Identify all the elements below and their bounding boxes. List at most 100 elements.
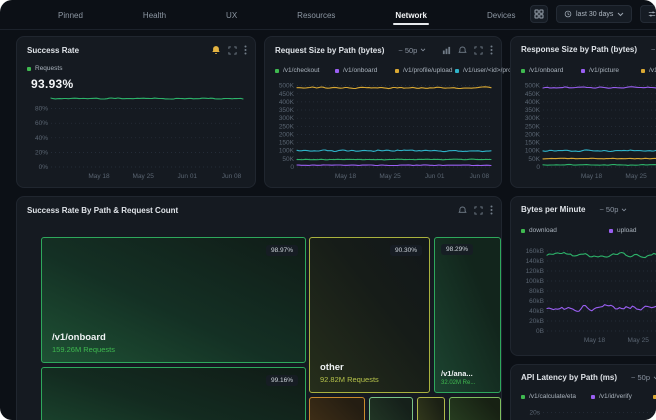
svg-text:50K: 50K <box>528 156 540 163</box>
legend-item[interactable]: /v1/onboard <box>521 67 575 74</box>
legend-item[interactable]: /v1/user/<id>/profile <box>455 67 509 74</box>
svg-text:120kB: 120kB <box>526 268 544 275</box>
response-size-chart[interactable]: 050K100K150K200K250K300K350K400K450K500K… <box>517 79 656 181</box>
legend-item-requests[interactable]: Requests <box>27 65 81 72</box>
filter-button[interactable]: Filter/Co <box>640 5 656 23</box>
svg-text:0: 0 <box>290 164 294 171</box>
aggregation-dropdown[interactable]: ~ 50p <box>631 373 656 382</box>
panel-title: Response Size by Path (bytes) <box>521 45 637 54</box>
aggregation-dropdown[interactable]: ~ 50p <box>599 205 627 214</box>
tile-requests: 159.26M Requests <box>52 345 115 354</box>
chevron-down-icon <box>621 208 627 212</box>
alert-bell-icon[interactable] <box>211 45 221 55</box>
time-range-label: last 30 days <box>576 11 613 18</box>
legend-item[interactable]: /v1/picture <box>581 67 635 74</box>
time-range-selector[interactable]: last 30 days <box>556 5 632 23</box>
treemap-tile-second[interactable]: 99.16% <box>41 367 306 420</box>
legend-item[interactable]: /v1/onboard <box>335 67 389 74</box>
svg-text:40%: 40% <box>35 135 48 142</box>
legend-label: Requests <box>35 65 62 72</box>
legend-item[interactable]: /v1/id/verify <box>591 393 645 400</box>
legend-dot <box>641 69 645 73</box>
svg-text:140kB: 140kB <box>526 258 544 265</box>
svg-text:May 25: May 25 <box>379 173 401 180</box>
api-latency-chart[interactable]: 20s <box>517 403 656 420</box>
legend-item[interactable]: /v1/checkout <box>275 67 329 74</box>
nav-actions: last 30 days Filter/Co <box>530 5 656 23</box>
svg-text:100K: 100K <box>279 148 295 155</box>
kebab-menu-icon[interactable] <box>490 205 493 215</box>
treemap-tile-v1-ana[interactable]: 98.29% /v1/ana... 32.02M Re... <box>434 237 501 393</box>
tab-health[interactable]: Health <box>143 1 166 29</box>
panel-title: API Latency by Path (ms) <box>521 373 617 382</box>
expand-icon[interactable] <box>474 206 483 215</box>
chart-type-icon[interactable] <box>442 46 451 55</box>
treemap-tile-v1-notifications[interactable]: /v1/notifi... <box>369 397 413 420</box>
panel-success-rate: Success Rate Requests <box>16 36 256 188</box>
svg-text:350K: 350K <box>279 107 295 114</box>
legend-label: download <box>529 227 557 234</box>
expand-icon[interactable] <box>228 46 237 55</box>
bell-icon[interactable] <box>458 206 467 215</box>
aggregation-dropdown[interactable]: ~ 50p <box>651 45 656 54</box>
svg-text:May 18: May 18 <box>584 337 606 344</box>
svg-text:60kB: 60kB <box>529 298 544 305</box>
legend-dot <box>521 229 525 233</box>
top-navigation: Pinned Health UX Resources Network Devic… <box>0 0 656 30</box>
clock-icon <box>564 10 572 18</box>
grid-layout-button[interactable] <box>530 5 548 23</box>
legend-label: /v1/prof <box>649 67 656 74</box>
tab-ux[interactable]: UX <box>226 1 237 29</box>
kebab-menu-icon[interactable] <box>490 45 493 55</box>
legend-dot <box>27 67 31 71</box>
chevron-down-icon <box>617 12 624 17</box>
svg-text:May 18: May 18 <box>335 173 357 180</box>
svg-text:Jun 08: Jun 08 <box>470 173 490 180</box>
treemap-tile-v1-onboard[interactable]: 98.97% /v1/onboard 159.26M Requests <box>41 237 306 363</box>
tile-requests: 92.82M Requests <box>320 375 379 384</box>
legend-label: /v1/onboard <box>529 67 563 74</box>
success-rate-chart[interactable]: 0%20%40%60%80%May 18May 25Jun 01Jun 08 <box>25 89 249 181</box>
panel-title: Success Rate <box>27 46 79 55</box>
legend-item[interactable]: /v1/prof <box>641 67 656 74</box>
aggregation-dropdown[interactable]: ~ 50p <box>398 46 426 55</box>
tab-pinned[interactable]: Pinned <box>58 1 83 29</box>
panel-bytes-per-minute: Bytes per Minute ~ 50p download upload 0… <box>510 196 656 356</box>
legend-dot <box>335 69 339 73</box>
legend-item[interactable]: /v1/profile/upload <box>395 67 449 74</box>
sliders-icon <box>648 10 656 18</box>
svg-text:80kB: 80kB <box>529 288 544 295</box>
success-badge: 98.29% <box>441 244 473 255</box>
legend-item-download[interactable]: download <box>521 227 575 234</box>
svg-text:Jun 01: Jun 01 <box>425 173 445 180</box>
svg-text:150K: 150K <box>279 140 295 147</box>
legend-item-upload[interactable]: upload <box>609 227 656 234</box>
bell-icon[interactable] <box>458 46 467 55</box>
svg-text:50K: 50K <box>282 156 294 163</box>
svg-text:May 18: May 18 <box>581 173 603 180</box>
tile-requests: 32.02M Re... <box>441 380 475 386</box>
svg-text:250K: 250K <box>525 123 541 130</box>
treemap-tile-small-1[interactable] <box>417 397 445 420</box>
tab-devices[interactable]: Devices <box>487 1 515 29</box>
tile-path: /v1/onboard <box>52 332 115 343</box>
svg-text:0: 0 <box>536 164 540 171</box>
tab-network[interactable]: Network <box>395 1 427 29</box>
treemap-tile-other[interactable]: 90.30% other 92.82M Requests <box>309 237 430 393</box>
legend-item[interactable]: /v1/calculate/eta <box>521 393 583 400</box>
bytes-per-minute-chart[interactable]: 0B20kB40kB60kB80kB100kB120kB140kB160kBMa… <box>517 241 656 345</box>
panel-title: Success Rate By Path & Request Count <box>27 206 178 215</box>
request-size-chart[interactable]: 050K100K150K200K250K300K350K400K450K500K… <box>271 79 497 181</box>
panel-request-size: Request Size by Path (bytes) ~ 50p <box>264 36 502 188</box>
svg-text:May 25: May 25 <box>625 173 647 180</box>
treemap-tile-small-2[interactable] <box>449 397 501 420</box>
legend-dot <box>275 69 279 73</box>
treemap-tile-v1-picture[interactable]: /v1/picture <box>309 397 365 420</box>
tab-resources[interactable]: Resources <box>297 1 335 29</box>
svg-text:20s: 20s <box>530 409 541 416</box>
legend-dot <box>395 69 399 73</box>
expand-icon[interactable] <box>474 46 483 55</box>
svg-text:60%: 60% <box>35 120 48 127</box>
svg-text:200K: 200K <box>279 132 295 139</box>
kebab-menu-icon[interactable] <box>244 45 247 55</box>
